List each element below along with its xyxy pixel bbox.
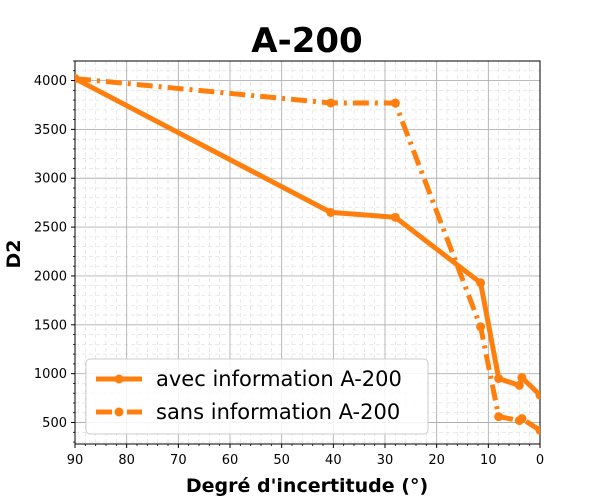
- x-tick-label: 40: [325, 453, 342, 468]
- data-point-avec: [326, 207, 336, 217]
- data-point-avec: [476, 278, 486, 288]
- data-point-sans: [75, 74, 80, 84]
- axis-ticks: 90 80 70 60 50 40 30 20 10 0 500 1000 1500 2000 2500 30…: [34, 60, 544, 468]
- data-point-sans: [535, 425, 540, 435]
- x-tick-label: 10: [480, 453, 497, 468]
- chart-title: A-200: [251, 21, 362, 61]
- plot-frame: [74, 60, 541, 445]
- y-tick-label: 4000: [34, 74, 67, 89]
- y-tick-label: 3000: [34, 172, 67, 187]
- x-tick-label: 50: [273, 453, 290, 468]
- series-layer: [75, 74, 540, 435]
- data-point-sans: [476, 322, 486, 332]
- legend-label-avec: avec information A-200: [156, 367, 402, 391]
- legend: avec information A-200 sans information …: [85, 358, 429, 435]
- legend-marker-avec: [114, 374, 124, 384]
- data-point-sans: [517, 414, 527, 424]
- y-tick-label: 2000: [34, 269, 67, 284]
- data-point-avec: [514, 380, 524, 390]
- y-tick-label: 2500: [34, 221, 67, 236]
- data-point-avec: [390, 212, 400, 222]
- data-point-avec: [494, 374, 504, 384]
- x-tick-label: 0: [536, 453, 544, 468]
- y-tick-label: 1500: [34, 318, 67, 333]
- x-tick-label: 30: [377, 453, 394, 468]
- y-tick-label: 3500: [34, 123, 67, 138]
- legend-marker-sans: [114, 407, 124, 417]
- legend-label-sans: sans information A-200: [156, 400, 400, 424]
- x-axis-label: Degré d'incertitude (°): [186, 475, 428, 497]
- data-point-avec: [535, 390, 540, 400]
- data-point-sans: [326, 98, 336, 108]
- data-point-sans: [494, 412, 504, 422]
- x-tick-label: 90: [67, 453, 84, 468]
- x-tick-label: 80: [118, 453, 135, 468]
- legend-box: [85, 358, 429, 435]
- y-axis-label: D2: [3, 240, 25, 269]
- x-tick-label: 20: [428, 453, 445, 468]
- data-point-sans: [390, 98, 400, 108]
- y-tick-label: 500: [42, 416, 67, 431]
- x-tick-label: 70: [170, 453, 187, 468]
- data-point-avec: [517, 373, 527, 383]
- y-tick-label: 1000: [34, 367, 67, 382]
- x-tick-label: 60: [222, 453, 239, 468]
